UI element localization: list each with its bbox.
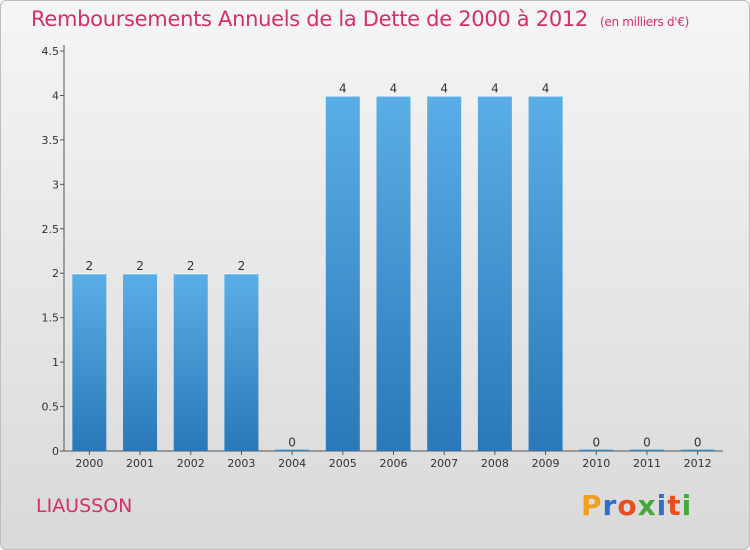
- x-tick-label: 2010: [582, 457, 610, 470]
- y-tick-label: 1.5: [42, 312, 60, 325]
- bar: [427, 95, 462, 451]
- bar: [376, 95, 411, 451]
- y-tick-label: 2: [52, 267, 59, 280]
- x-tick-label: 2003: [227, 457, 255, 470]
- brand-letter: o: [617, 489, 638, 522]
- x-tick-label: 2011: [633, 457, 661, 470]
- commune-name: LIAUSSON: [36, 495, 133, 517]
- y-tick-label: 4: [52, 89, 59, 102]
- y-tick-label: 1: [52, 356, 59, 369]
- bar: [528, 95, 563, 451]
- x-tick-label: 2005: [329, 457, 357, 470]
- data-label: 2: [136, 259, 144, 273]
- data-label: 0: [694, 436, 702, 450]
- y-tick-label: 3: [52, 178, 59, 191]
- y-tick-label: 0.5: [42, 401, 60, 414]
- data-label: 4: [491, 81, 499, 95]
- x-tick-label: 2004: [278, 457, 306, 470]
- brand-letter: x: [637, 489, 657, 522]
- brand-letter: r: [602, 489, 618, 522]
- bar: [173, 273, 208, 451]
- data-label: 0: [592, 436, 600, 450]
- data-labels: 2 2 2 2 0 4 4 4 4 4 0 0 0: [86, 81, 702, 449]
- bars: [72, 95, 715, 451]
- data-label: 0: [643, 436, 651, 450]
- chart-title-text: Remboursements Annuels de la Dette de 20…: [31, 7, 588, 31]
- y-tick-label: 4.5: [42, 45, 60, 58]
- bar: [680, 449, 715, 451]
- brand-logo[interactable]: Proxiti: [581, 489, 692, 522]
- bar: [72, 273, 107, 451]
- data-label: 2: [238, 259, 246, 273]
- data-label: 4: [542, 81, 550, 95]
- chart-title: Remboursements Annuels de la Dette de 20…: [31, 7, 689, 31]
- x-tick-label: 2001: [126, 457, 154, 470]
- brand-letter: i: [656, 489, 668, 522]
- x-tick-label: 2007: [430, 457, 458, 470]
- data-label: 4: [339, 81, 347, 95]
- data-label: 4: [390, 81, 398, 95]
- x-tick-label: 2000: [75, 457, 103, 470]
- y-tick-label: 2.5: [42, 223, 60, 236]
- brand-letter: i: [681, 489, 693, 522]
- bar: [123, 273, 158, 451]
- data-label: 2: [187, 259, 195, 273]
- data-label: 0: [288, 436, 296, 450]
- x-tick-label: 2006: [380, 457, 408, 470]
- bar: [325, 95, 360, 451]
- bar: [629, 449, 664, 451]
- bar: [275, 449, 310, 451]
- brand-letter: P: [581, 489, 603, 522]
- x-tick-label: 2012: [684, 457, 712, 470]
- data-label: 2: [86, 259, 94, 273]
- bar: [579, 449, 614, 451]
- chart-unit-note: (en milliers d'€): [600, 15, 690, 29]
- data-label: 4: [440, 81, 448, 95]
- x-tick-label: 2008: [481, 457, 509, 470]
- bar: [477, 95, 512, 451]
- bar: [224, 273, 259, 451]
- x-tick-label: 2002: [177, 457, 205, 470]
- brand-letter: t: [667, 489, 682, 522]
- y-tick-label: 3.5: [42, 134, 60, 147]
- y-tick-label: 0: [52, 445, 59, 458]
- x-tick-label: 2009: [532, 457, 560, 470]
